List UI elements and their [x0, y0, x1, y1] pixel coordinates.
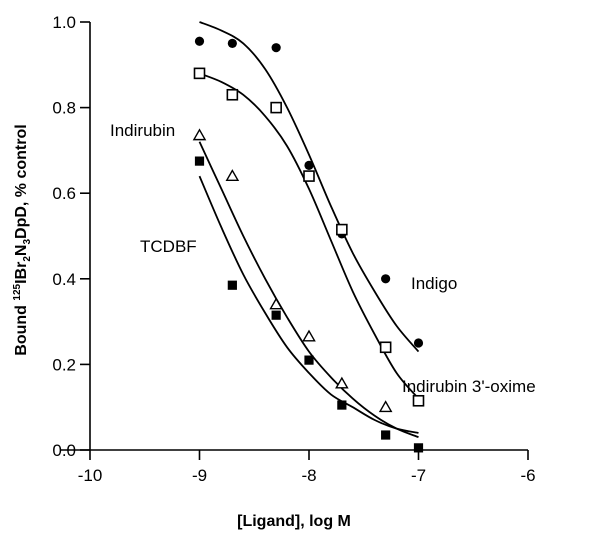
point-indirubin-5	[378, 400, 393, 413]
point-indirubin-3-oxime-5	[379, 341, 392, 354]
fit-curves	[198, 21, 420, 439]
point-tcdbf-2	[271, 310, 281, 320]
point-indirubin-3-oxime-6	[412, 394, 425, 407]
axes	[60, 22, 528, 451]
y-tick-label-3: 0.6	[52, 184, 76, 203]
label-indigo: Indigo	[411, 274, 457, 293]
point-tcdbf-4	[337, 400, 347, 410]
point-indirubin-3-oxime-2	[270, 101, 282, 114]
label-indirubin-3-oxime: Indirubin 3'-oxime	[402, 377, 536, 396]
fit-curve-tcdbf	[198, 175, 419, 434]
y-axis-title: Bound 125IBr2N3DpD, % control	[12, 124, 33, 355]
point-indigo-3	[304, 160, 314, 170]
point-indirubin-3-oxime-3	[303, 170, 315, 182]
x-tick-label-0: -10	[78, 466, 103, 485]
point-indigo-1	[227, 38, 237, 49]
x-tick-label-3: -7	[411, 466, 426, 485]
point-tcdbf-6	[413, 443, 424, 453]
data-points	[192, 36, 425, 453]
point-indirubin-4	[335, 376, 349, 389]
point-indigo-0	[194, 36, 205, 46]
label-tcdbf: TCDBF	[140, 237, 197, 256]
point-tcdbf-3	[304, 355, 314, 365]
point-indirubin-0	[192, 128, 207, 141]
point-tcdbf-1	[227, 280, 237, 290]
fit-curve-indirubin	[198, 141, 419, 439]
y-tick-label-5: 1.0	[52, 13, 76, 32]
point-indirubin-3	[302, 329, 316, 342]
point-indirubin-1	[225, 169, 240, 181]
point-indirubin-3-oxime-1	[226, 88, 239, 101]
y-tick-label-4: 0.8	[52, 99, 76, 118]
x-tick-label-1: -9	[192, 466, 207, 485]
point-indigo-5	[381, 274, 391, 284]
x-tick-label-2: -8	[301, 466, 316, 485]
fit-curve-indigo	[199, 21, 420, 353]
x-tick-label-4: -6	[520, 466, 535, 485]
point-indirubin-3-oxime-0	[193, 67, 206, 80]
x-axis-title: [Ligand], log M	[237, 513, 351, 530]
label-indirubin: Indirubin	[110, 121, 175, 140]
point-tcdbf-5	[381, 430, 391, 440]
y-tick-label-0: 0.0	[52, 441, 76, 460]
ticks: -10 -9 -8 -7 -6 0.0 0.2 0.4 0.6 0.8 1.0	[52, 13, 535, 485]
point-indirubin-2	[269, 297, 283, 310]
y-tick-label-1: 0.2	[52, 355, 76, 374]
point-indirubin-3-oxime-4	[336, 223, 348, 236]
point-tcdbf-0	[194, 156, 205, 166]
point-indigo-6	[413, 338, 424, 348]
y-tick-label-2: 0.4	[52, 270, 76, 289]
point-indigo-2	[271, 43, 281, 53]
